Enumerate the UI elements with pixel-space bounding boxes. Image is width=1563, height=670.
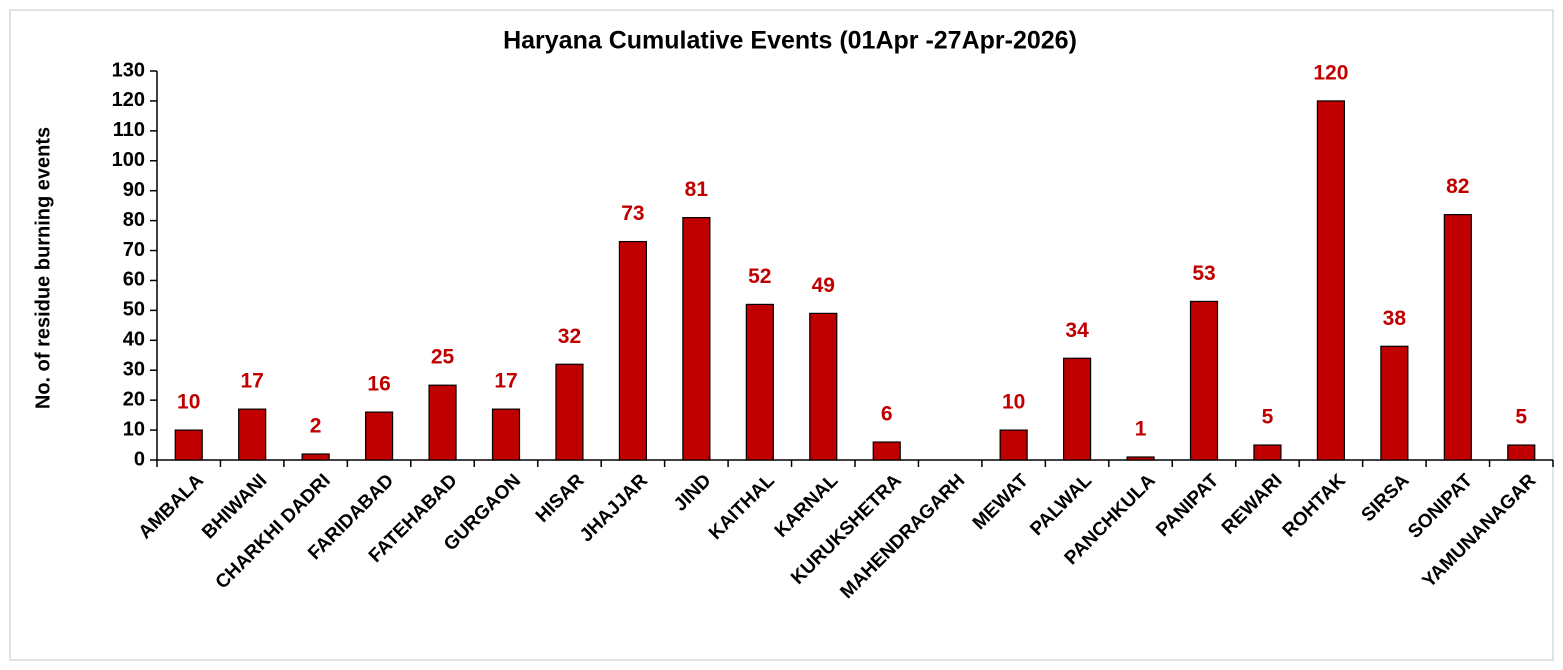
y-tick-label: 10 [123, 418, 145, 440]
data-label: 81 [685, 178, 709, 201]
data-label: 1 [1135, 418, 1147, 441]
bar [1316, 100, 1346, 461]
y-tick-label: 70 [123, 239, 145, 261]
bar [1062, 357, 1092, 461]
bar [745, 303, 774, 461]
chart-frame [9, 9, 1554, 661]
data-label: 38 [1383, 307, 1407, 330]
y-tick-label: 130 [112, 59, 145, 81]
bar [238, 408, 267, 461]
bar [682, 217, 711, 461]
y-tick-label: 60 [123, 269, 145, 291]
bar [174, 429, 203, 461]
bar [1126, 456, 1155, 461]
y-tick-label: 80 [123, 209, 145, 231]
data-label: 34 [1065, 319, 1089, 342]
bar [618, 240, 648, 461]
y-tick-label: 110 [113, 119, 145, 141]
chart-title: Haryana Cumulative Events (01Apr -27Apr-… [503, 27, 1077, 55]
data-label: 120 [1313, 61, 1348, 84]
data-label: 52 [748, 265, 771, 288]
data-label: 25 [431, 346, 455, 369]
bar [999, 429, 1028, 461]
bar [301, 453, 330, 461]
bar [1380, 345, 1409, 461]
data-label: 10 [1002, 391, 1025, 414]
y-tick-label: 100 [112, 149, 145, 171]
bar [1189, 300, 1219, 461]
data-label: 32 [558, 325, 581, 348]
y-axis-label: No. of residue burning events [32, 127, 54, 409]
bar [872, 441, 901, 461]
y-tick-label: 50 [123, 299, 145, 321]
bar [809, 312, 838, 461]
data-label: 49 [812, 274, 835, 297]
bar [364, 411, 394, 461]
bar [428, 384, 457, 461]
bar [1507, 444, 1536, 461]
data-label: 10 [177, 391, 200, 414]
bar [491, 408, 521, 461]
y-tick-label: 120 [112, 89, 145, 111]
data-label: 53 [1192, 262, 1215, 285]
data-label: 17 [241, 370, 264, 393]
data-label: 2 [310, 415, 322, 438]
data-label: 6 [881, 403, 893, 426]
data-label: 5 [1262, 406, 1274, 429]
bar [555, 363, 584, 461]
y-tick-label: 0 [134, 448, 145, 470]
y-tick-label: 20 [123, 388, 145, 410]
bar [1443, 214, 1472, 461]
y-tick-label: 90 [123, 179, 145, 201]
data-label: 17 [494, 370, 517, 393]
data-label: 73 [621, 202, 644, 225]
data-label: 5 [1515, 406, 1527, 429]
y-tick-label: 40 [123, 329, 145, 351]
y-tick-label: 30 [123, 359, 145, 381]
data-label: 82 [1446, 175, 1469, 198]
data-label: 16 [367, 373, 390, 396]
bar [1253, 444, 1282, 461]
